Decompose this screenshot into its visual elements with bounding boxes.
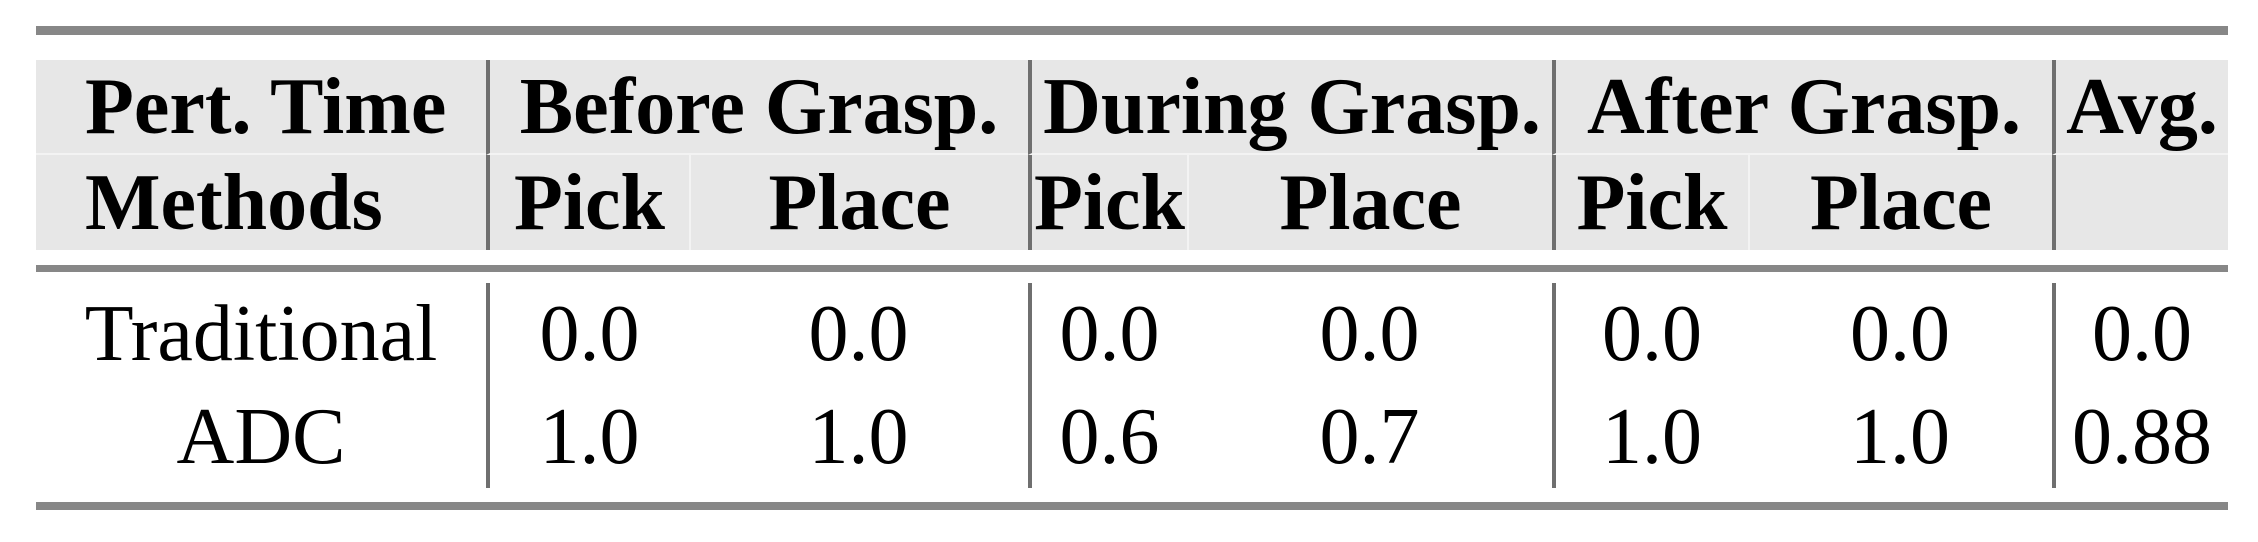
table-mid-rule [36,265,2228,272]
value-cell: 0.0 [1319,290,1420,378]
table-body: Traditional 0.0 0.0 0.0 0.0 0.0 0.0 0.0 … [36,283,2228,488]
value-cell: 1.0 [1850,392,1950,481]
subheader-after-place: Place [1748,155,2052,250]
method-cell: Traditional [84,290,438,378]
header-avg: Avg. [2052,60,2228,155]
value-cell: 0.0 [1552,283,1748,385]
header-methods: Methods [85,158,383,247]
value-cell: 0.7 [1319,392,1420,481]
value-cell: 0.0 [486,283,689,385]
value-cell: 0.88 [2052,385,2228,488]
table-top-rule [36,26,2228,35]
header-avg-empty-cell [2052,155,2228,250]
group-header-before-grasp: Before Grasp. [486,60,1028,155]
subheader-before-place: Place [689,155,1028,250]
value-cell: 1.0 [808,392,909,481]
value-cell: 0.0 [808,290,909,378]
subheader-during-place: Place [1187,155,1552,250]
group-header-after-grasp: After Grasp. [1552,60,2052,155]
value-cell: 1.0 [1552,385,1748,488]
group-header-during-grasp: During Grasp. [1028,60,1552,155]
value-cell: 0.0 [2052,283,2228,385]
method-cell: ADC [176,392,346,481]
value-cell: 0.6 [1028,385,1187,488]
table-bottom-rule [36,502,2228,510]
header-pert-time: Pert. Time [36,60,486,155]
subheader-during-pick: Pick [1028,155,1187,250]
value-cell: 0.0 [1850,290,1950,378]
value-cell: 1.0 [486,385,689,488]
value-cell: 0.0 [1028,283,1187,385]
subheader-after-pick: Pick [1552,155,1748,250]
subheader-before-pick: Pick [486,155,689,250]
table-header: Pert. Time Before Grasp. During Grasp. A… [36,60,2228,250]
